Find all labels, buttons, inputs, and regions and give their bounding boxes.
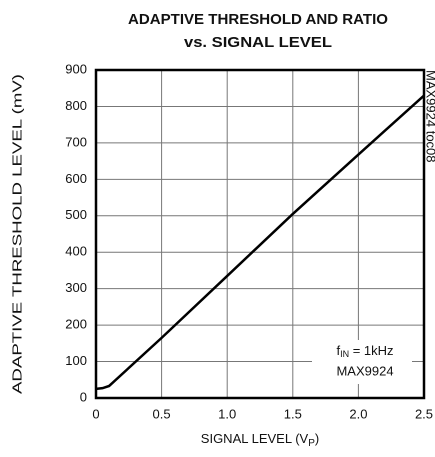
annotation-sub: IN bbox=[340, 349, 349, 359]
side-note: MAX9924 toc08 bbox=[424, 70, 435, 163]
y-tick-label: 700 bbox=[65, 134, 87, 149]
y-tick-label: 100 bbox=[65, 353, 87, 368]
y-tick-label: 600 bbox=[65, 171, 87, 186]
annotation-text: f bbox=[336, 343, 340, 358]
x-tick-label: 0 bbox=[92, 406, 99, 421]
chart-title: vs. SIGNAL LEVEL bbox=[184, 34, 332, 51]
y-tick-label: 500 bbox=[65, 207, 87, 222]
x-axis-label-text: SIGNAL LEVEL (V bbox=[201, 431, 309, 446]
x-tick-label: 0.5 bbox=[153, 406, 171, 421]
y-tick-label: 800 bbox=[65, 98, 87, 113]
x-tick-label: 1.0 bbox=[218, 406, 236, 421]
x-axis-label-tail: ) bbox=[315, 431, 319, 446]
y-axis-label: ADAPTIVE THRESHOLD LEVEL (mV) bbox=[9, 74, 24, 394]
annotation-tail: = 1kHz bbox=[349, 343, 393, 358]
y-tick-label: 900 bbox=[65, 61, 87, 76]
x-tick-label: 1.5 bbox=[284, 406, 302, 421]
chart-title: ADAPTIVE THRESHOLD AND RATIO bbox=[128, 11, 388, 28]
annotation-bg bbox=[312, 340, 412, 384]
x-axis-label-sub: P bbox=[308, 438, 315, 449]
x-axis-label: SIGNAL LEVEL (VP) bbox=[201, 431, 319, 448]
y-tick-label: 0 bbox=[80, 389, 87, 404]
y-tick-label: 200 bbox=[65, 317, 87, 332]
x-tick-label: 2.5 bbox=[415, 406, 433, 421]
y-tick-label: 400 bbox=[65, 244, 87, 259]
y-tick-label: 300 bbox=[65, 280, 87, 295]
x-tick-label: 2.0 bbox=[349, 406, 367, 421]
annotation: MAX9924 bbox=[336, 363, 393, 378]
annotation: fIN = 1kHz bbox=[336, 343, 393, 359]
data-line bbox=[95, 94, 425, 391]
plot-frame bbox=[94, 68, 426, 400]
